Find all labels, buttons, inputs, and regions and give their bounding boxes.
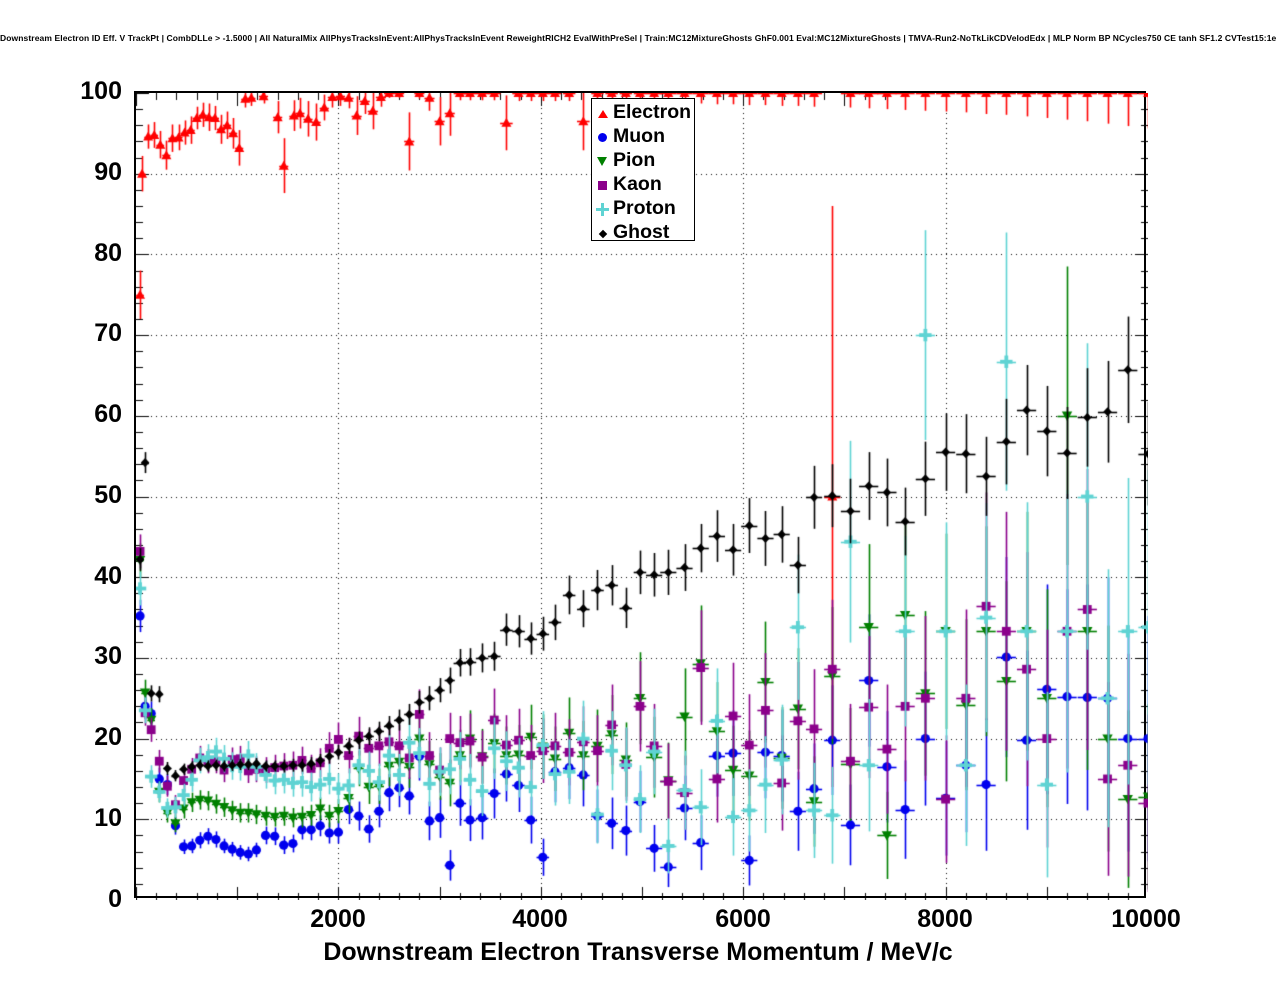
legend-label: Ghost [613,221,670,244]
legend-item-pion[interactable]: Pion [592,149,694,173]
x-tick-label: 6000 [715,905,771,933]
legend-item-muon[interactable]: Muon [592,125,694,149]
legend-label: Pion [613,149,656,172]
y-tick-label: 0 [108,885,122,913]
x-tick-label: 10000 [1111,905,1181,933]
electron-marker-icon [595,105,612,122]
y-tick-label: 100 [80,77,122,105]
y-tick-label: 50 [94,481,122,509]
legend-label: Proton [613,197,676,220]
legend: Electron Muon Pion Kaon Proton Ghost [591,98,695,242]
proton-marker-icon [595,201,612,218]
legend-label: Muon [613,125,665,148]
x-axis-title: Downstream Electron Transverse Momentum … [323,938,953,966]
y-tick-label: 90 [94,158,122,186]
y-tick-label: 30 [94,642,122,670]
y-tick-label: 10 [94,804,122,832]
x-tick-label: 2000 [310,905,366,933]
legend-label: Electron [613,101,692,124]
y-tick-label: 80 [94,239,122,267]
muon-marker-icon [595,129,612,146]
x-tick-label: 4000 [512,905,568,933]
legend-item-ghost[interactable]: Ghost [592,221,694,245]
ghost-marker-icon [595,225,612,242]
pion-marker-icon [595,153,612,170]
x-tick-label: 8000 [917,905,973,933]
kaon-marker-icon [595,177,612,194]
page-title: Downstream Electron ID Eff. V TrackPt | … [0,33,1276,43]
legend-item-electron[interactable]: Electron [592,101,694,125]
legend-item-kaon[interactable]: Kaon [592,173,694,197]
y-tick-label: 20 [94,723,122,751]
legend-label: Kaon [613,173,662,196]
legend-item-proton[interactable]: Proton [592,197,694,221]
y-tick-label: 40 [94,562,122,590]
y-tick-label: 70 [94,319,122,347]
y-tick-label: 60 [94,400,122,428]
